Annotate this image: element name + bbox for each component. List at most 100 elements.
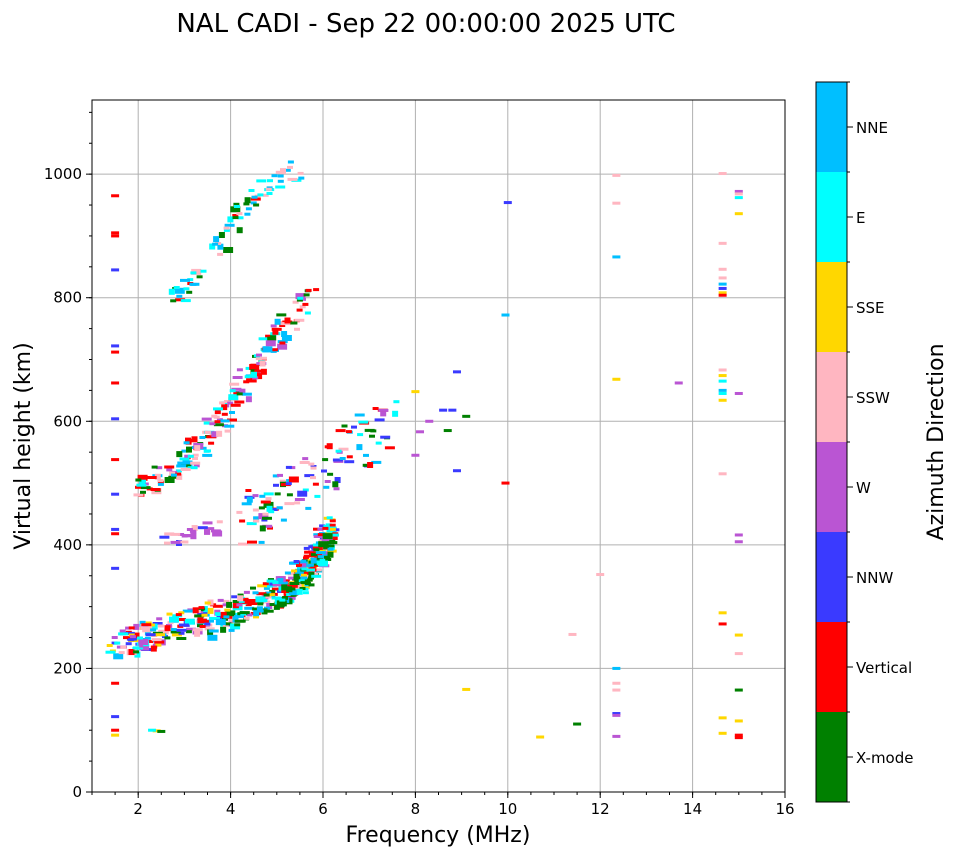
echo-point [327,472,334,476]
echo-point [150,488,161,491]
axis-ticks: 2 4 6 8 10 12 14 16 0 200 400 600 800 1000 [44,111,795,818]
echo-point [232,376,243,379]
echo-point [215,619,226,626]
echo-point [156,466,163,470]
echo-point [276,600,287,607]
echo-point [148,728,157,732]
echo-point [135,485,141,489]
echo-point [262,524,273,528]
echo-point [332,458,343,462]
echo-point [258,513,269,520]
echo-point [234,400,245,404]
echo-point [287,584,298,588]
y-tick-label: 600 [53,412,82,430]
echo-point [114,641,121,645]
echo-point [186,290,193,294]
echo-point [207,634,218,641]
echo-point [220,626,227,633]
echo-point [318,539,325,543]
echo-point [205,449,211,453]
echo-point [280,518,287,522]
echo-point [243,380,250,384]
echo-point [211,414,218,418]
echo-point [192,453,199,457]
echo-point [232,600,239,603]
echo-point [228,628,235,632]
echo-point [148,623,155,627]
echo-point [718,293,727,297]
echo-point [155,643,162,647]
echo-point [194,630,201,637]
echo-point [307,563,314,567]
echo-point [364,428,375,432]
echo-point [305,288,312,292]
echo-point [164,636,171,640]
echo-point [271,348,278,352]
echo-point [344,460,355,464]
echo-point [106,644,113,647]
echo-point [256,179,267,183]
echo-point [304,550,311,554]
echo-point [329,533,339,537]
echo-point [251,371,257,378]
echo-point [180,299,191,303]
echo-point [300,560,307,563]
echo-point [252,373,263,380]
echo-point [294,501,301,505]
echo-point [266,192,273,195]
echo-point [125,642,132,646]
echo-point [128,638,135,642]
echo-point [269,603,276,606]
echo-point [378,408,389,412]
echo-point [209,243,216,250]
x-tick-label: 14 [683,800,702,818]
echo-point [176,294,183,298]
y-axis-label: Virtual height (km) [11,342,36,549]
echo-point [296,573,303,577]
echo-point [271,508,278,511]
echo-point [287,165,293,169]
echo-point [192,457,198,460]
echo-point [296,588,303,595]
echo-point [238,542,248,546]
echo-point [151,465,158,469]
echo-point [357,433,364,437]
echo-point [217,598,224,602]
echo-point [265,591,272,595]
echo-point [181,534,188,538]
echo-point [734,189,743,193]
echo-point [111,194,120,198]
echo-point [315,551,326,555]
echo-point [311,574,322,578]
echo-point [271,587,282,591]
echo-point [277,179,284,183]
colorbar-tick-label: NNE [856,119,888,137]
echo-point [239,388,246,395]
echo-point [277,578,284,585]
echo-point [503,201,512,205]
echo-point [326,549,337,553]
echo-point [198,606,205,610]
echo-point [284,571,291,575]
colorbar-band [816,262,847,352]
echo-point [178,533,185,536]
echo-point [176,473,183,480]
echo-point [310,466,317,470]
echo-point [718,267,727,271]
echo-point [284,502,295,506]
echo-point [734,633,743,637]
echo-point [223,228,230,232]
echo-point [157,479,164,483]
echo-point [254,369,265,373]
echo-point [257,193,264,197]
echo-point [718,374,727,378]
echo-point [157,482,164,486]
echo-point [734,688,743,692]
echo-point [287,177,298,181]
echo-point [299,587,306,590]
echo-point [228,618,235,622]
echo-point [250,599,257,603]
echo-point [286,493,293,497]
echo-point [146,476,157,479]
echo-point [315,568,322,572]
